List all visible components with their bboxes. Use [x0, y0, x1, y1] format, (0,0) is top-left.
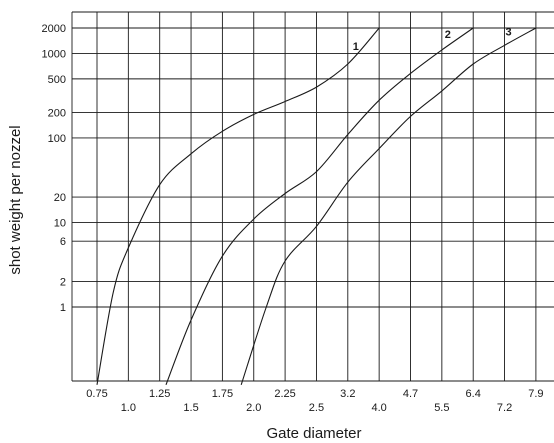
x-tick-label: 1.75: [212, 388, 233, 400]
y-axis-title: shot weight per nozzel: [7, 125, 24, 274]
series-curve-3: [240, 27, 537, 385]
y-tick-label: 1000: [42, 48, 66, 60]
y-tick-label: 2000: [42, 23, 66, 35]
x-tick-label: 2.5: [309, 402, 324, 414]
x-tick-label: 5.5: [434, 402, 449, 414]
x-tick-label: 0.75: [86, 388, 107, 400]
y-tick-label: 10: [54, 217, 66, 229]
x-tick-label: 3.2: [340, 388, 355, 400]
y-tick-label: 200: [48, 108, 66, 120]
series-curve-2: [165, 27, 474, 385]
x-axis-title: Gate diameter: [266, 425, 361, 442]
series-curve-1: [96, 27, 380, 385]
x-tick-label: 1.0: [121, 402, 136, 414]
x-tick-label: 7.2: [497, 402, 512, 414]
series-label-3: 3: [505, 26, 511, 38]
x-tick-label: 2.25: [274, 388, 295, 400]
x-tick-label: 1.5: [183, 402, 198, 414]
x-tick-label: 2.0: [246, 402, 261, 414]
grid-lines: [71, 11, 554, 382]
x-tick-label: 4.0: [372, 402, 387, 414]
series-label-2: 2: [445, 29, 451, 41]
y-tick-label: 2: [60, 277, 66, 289]
y-tick-label: 1: [60, 302, 66, 314]
y-tick-label: 6: [60, 236, 66, 248]
y-tick-label: 100: [48, 133, 66, 145]
x-tick-label: 1.25: [149, 388, 170, 400]
series-curves: [96, 27, 537, 385]
y-tick-labels: 1 2 6 10 20 100 200 500 1000 2000: [42, 23, 66, 314]
series-label-1: 1: [353, 41, 359, 53]
x-tick-label: 4.7: [403, 388, 418, 400]
x-tick-label: 7.9: [528, 388, 543, 400]
series-labels: 1 2 3: [353, 26, 512, 53]
y-tick-label: 500: [48, 74, 66, 86]
x-tick-labels: 0.75 1.0 1.25 1.5 1.75 2.0 2.25 2.5 3.2 4.0 4.7 5.5…: [86, 388, 543, 414]
x-tick-label: 6.4: [466, 388, 481, 400]
y-tick-label: 20: [54, 192, 66, 204]
